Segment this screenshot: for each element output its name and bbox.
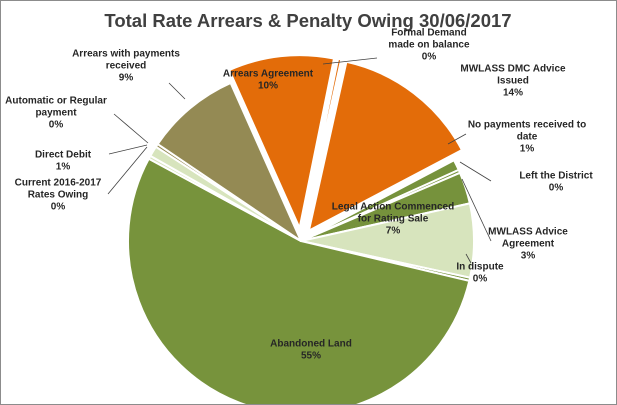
label-value: 0% <box>51 202 66 213</box>
label-value: 10% <box>258 81 278 92</box>
label-name-line: Direct Debit <box>35 150 92 161</box>
label-no-payments-received-to-date: No payments received to date 1% <box>468 120 586 155</box>
slice-abandoned-land <box>127 157 471 404</box>
slice-mwlass-dmc-advice-issued <box>307 60 463 232</box>
label-name-line: for Rating Sale <box>358 214 429 225</box>
label-name-line: Legal Action Commenced <box>332 202 454 213</box>
label-value: 0% <box>473 274 488 285</box>
data-labels: Arrears Agreement 10% Formal Demand made on… <box>5 28 593 362</box>
label-name-line: MWLASS Advice <box>488 227 568 238</box>
leader-direct-debit <box>108 144 148 155</box>
label-name-line: Arrears with payments <box>72 49 180 60</box>
label-name-line: Automatic or Regular <box>5 96 107 107</box>
label-name-line: made on balance <box>388 40 470 51</box>
label-name-line: No payments received to <box>468 120 586 131</box>
label-name-line: In dispute <box>456 262 504 273</box>
label-legal-action-commenced-for-rating-sale: Legal Action Commenced for Rating Sale 7% <box>332 202 454 237</box>
leader-automatic-or-regular-payment <box>113 113 149 144</box>
label-value: 3% <box>521 251 536 262</box>
label-value: 0% <box>49 120 64 131</box>
leader-arrears-with-payments-received <box>168 82 186 100</box>
chart-title: Total Rate Arrears & Penalty Owing 30/06… <box>104 10 511 31</box>
label-value: 0% <box>422 52 437 63</box>
slice-formal-demand-made-on-balance <box>302 57 343 230</box>
label-name-line: Agreement <box>502 239 555 250</box>
leader-lines <box>107 57 492 264</box>
label-abandoned-land: Abandoned Land 55% <box>270 339 352 362</box>
label-name-line: Formal Demand <box>391 28 467 39</box>
label-left-the-district: Left the District 0% <box>519 171 593 194</box>
leader-mwlass-advice-agreement <box>461 178 492 242</box>
label-in-dispute: In dispute 0% <box>456 262 504 285</box>
label-name-line: Arrears Agreement <box>223 69 314 80</box>
label-value: 14% <box>503 88 523 99</box>
label-name-line: MWLASS DMC Advice <box>460 64 566 75</box>
label-mwlass-advice-agreement: MWLASS Advice Agreement 3% <box>488 227 568 262</box>
label-value: 1% <box>56 162 71 173</box>
label-value: 9% <box>119 73 134 84</box>
label-name-line: Current 2016-2017 <box>15 178 102 189</box>
label-direct-debit: Direct Debit 1% <box>35 150 92 173</box>
label-formal-demand-made-on-balance: Formal Demand made on balance 0% <box>388 28 470 63</box>
label-value: 1% <box>520 144 535 155</box>
label-automatic-or-regular-payment: Automatic or Regular payment 0% <box>5 96 107 131</box>
leader-left-the-district <box>459 161 492 182</box>
pie-slices <box>127 54 475 404</box>
label-value: 0% <box>549 183 564 194</box>
label-value: 55% <box>301 351 321 362</box>
label-arrears-agreement: Arrears Agreement 10% <box>223 69 314 92</box>
leader-current-2016-2017-rates-owing <box>107 146 148 195</box>
slice-arrears-with-payments-received <box>156 81 302 242</box>
label-name-line: Abandoned Land <box>270 339 352 350</box>
label-current-2016-2017-rates-owing: Current 2016-2017 Rates Owing 0% <box>15 178 102 213</box>
label-name-line: date <box>517 132 538 143</box>
slice-arrears-agreement <box>228 54 335 230</box>
leader-in-dispute <box>465 253 472 264</box>
leader-formal-demand-made-on-balance <box>322 57 378 65</box>
label-value: 7% <box>386 226 401 237</box>
label-name-line: Left the District <box>519 171 593 182</box>
label-mwlass-dmc-advice-issued: MWLASS DMC Advice Issued 14% <box>460 64 566 99</box>
label-name-line: payment <box>35 108 77 119</box>
label-name-line: received <box>106 61 147 72</box>
label-arrears-with-payments-received: Arrears with payments received 9% <box>72 49 180 84</box>
leader-no-payments-received-to-date <box>447 133 467 145</box>
label-name-line: Issued <box>497 76 529 87</box>
label-name-line: Rates Owing <box>28 190 89 201</box>
